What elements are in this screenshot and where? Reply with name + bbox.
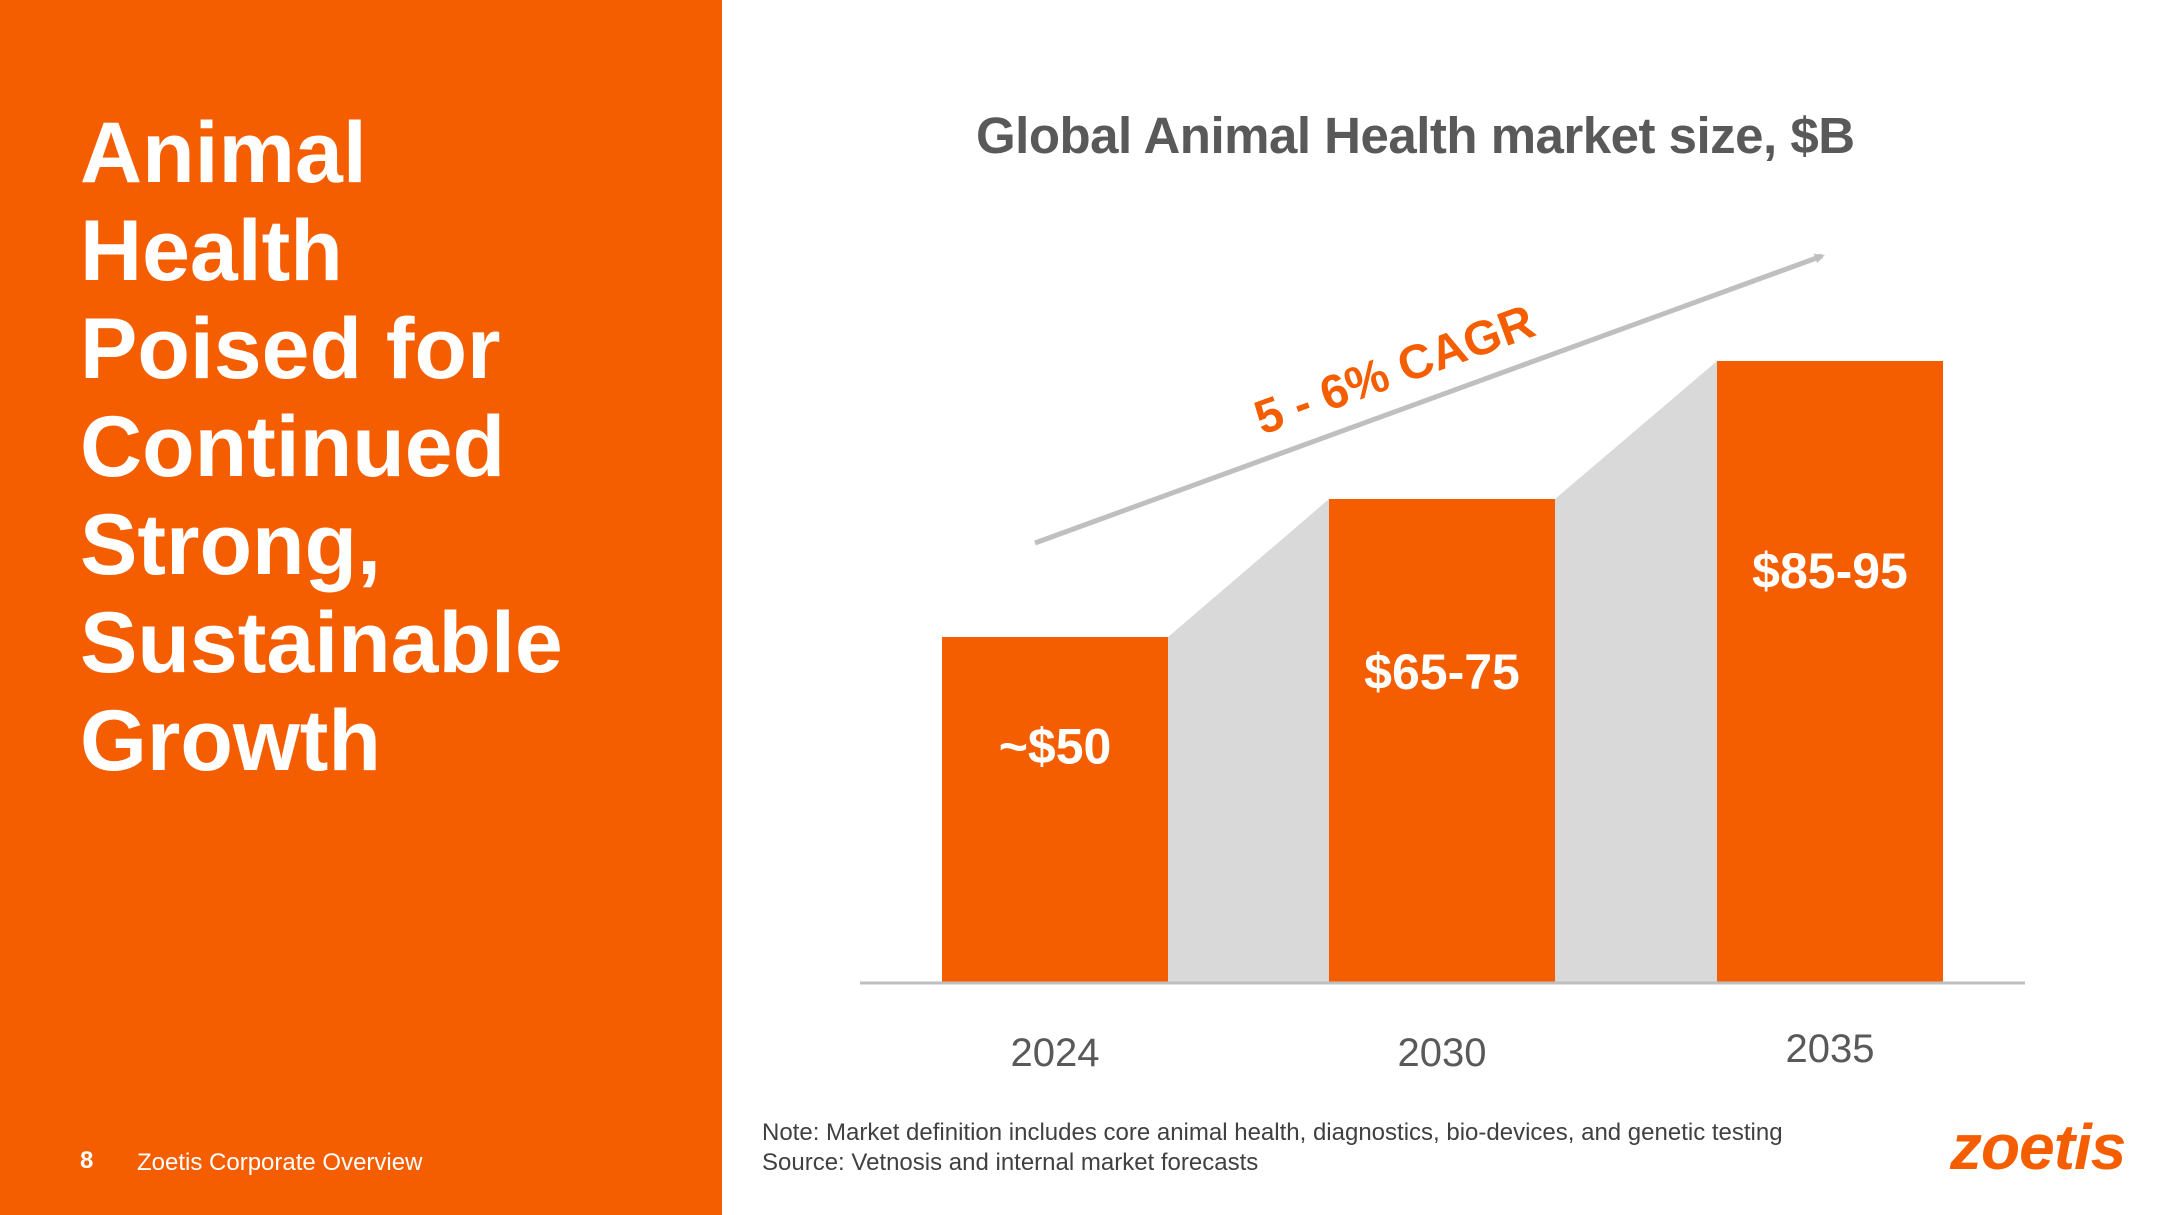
source-note: Note: Market definition includes core an…: [762, 1118, 1783, 1178]
bar-connector: [1555, 361, 1717, 982]
zoetis-logo: zoetis: [1950, 1111, 2126, 1183]
bar-2030: [1329, 499, 1555, 982]
value-label: $85-95: [1752, 543, 1908, 599]
footer-title: Zoetis Corporate Overview: [137, 1149, 423, 1176]
value-label: $65-75: [1364, 644, 1520, 700]
source-line: Source: Vetnosis and internal market for…: [762, 1149, 1259, 1176]
x-tick-label: 2035: [1786, 1027, 1875, 1071]
x-tick-label: 2024: [1011, 1031, 1100, 1075]
bar-2024: [942, 637, 1168, 982]
headline-line: Health: [80, 203, 343, 299]
bar-connector: [1168, 499, 1329, 982]
headline-line: Poised for: [80, 301, 501, 397]
note-line: Note: Market definition includes core an…: [762, 1119, 1783, 1146]
cagr-arrow: [1034, 253, 1825, 546]
headline-line: Continued: [80, 399, 506, 495]
slide-headline: Animal Health Poised for Continued Stron…: [80, 104, 700, 790]
headline-line: Growth: [80, 693, 381, 789]
bar-2035: [1717, 361, 1943, 982]
chart-title: Global Animal Health market size, $B: [976, 107, 1855, 164]
page-number: 8: [80, 1147, 94, 1174]
x-tick-label: 2030: [1398, 1031, 1487, 1075]
value-label: ~$50: [999, 718, 1112, 774]
left-panel: Animal Health Poised for Continued Stron…: [0, 0, 722, 1215]
cagr-annotation: 5 - 6% CAGR: [1248, 295, 1542, 445]
headline-line: Sustainable: [80, 595, 563, 691]
headline-line: Strong,: [80, 497, 381, 593]
headline-line: Animal: [80, 105, 367, 201]
